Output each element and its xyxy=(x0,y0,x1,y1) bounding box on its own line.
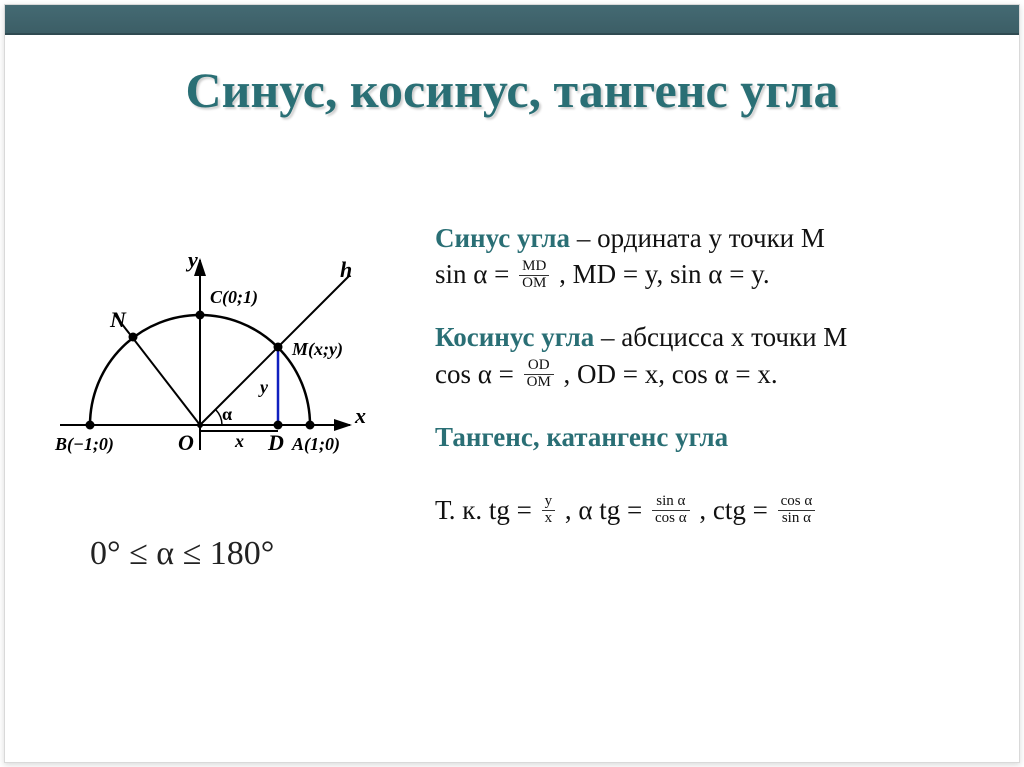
cos-frac-den: OM xyxy=(524,375,554,391)
sin-frac-num: MD xyxy=(519,259,549,276)
cos-definition: Косинус угла – абсцисса x точки М cos α … xyxy=(435,319,995,392)
svg-text:A(1;0): A(1;0) xyxy=(291,434,340,455)
svg-text:x: x xyxy=(354,403,366,428)
tan-mid: , α tg = xyxy=(565,495,649,525)
slide-title: Синус, косинус, тангенс угла xyxy=(5,60,1019,120)
svg-text:y: y xyxy=(185,247,198,272)
cos-fraction: OD OM xyxy=(524,358,554,391)
tan-definition: Тангенс, катангенс угла Т. к. tg = y x ,… xyxy=(435,419,995,529)
cos-eq-after: , OD = x, cos α = x. xyxy=(564,359,778,389)
tan-frac-2: sin α cos α xyxy=(652,494,690,527)
svg-text:α: α xyxy=(222,404,232,424)
sin-eq-after: , MD = y, sin α = y. xyxy=(559,259,770,289)
sin-term: Синус угла xyxy=(435,223,570,253)
tan-line-prefix: Т. к. tg = xyxy=(435,495,539,525)
sin-eq-prefix: sin α = xyxy=(435,259,516,289)
ctg-frac: cos α sin α xyxy=(778,494,816,527)
svg-text:N: N xyxy=(109,307,127,332)
cos-frac-num: OD xyxy=(524,358,554,375)
ctg-num: cos α xyxy=(778,494,816,511)
ctg-den: sin α xyxy=(778,511,816,527)
header-bar xyxy=(5,5,1019,35)
cos-term: Косинус угла xyxy=(435,322,594,352)
tan-f1-num: y xyxy=(542,494,556,511)
tan-term: Тангенс, катангенс угла xyxy=(435,422,728,452)
tan-mid2: , ctg = xyxy=(699,495,774,525)
tan-frac-1: y x xyxy=(542,494,556,527)
sin-fraction: MD OM xyxy=(519,259,549,292)
sin-rest: – ордината y точки М xyxy=(570,223,825,253)
svg-text:C(0;1): C(0;1) xyxy=(210,287,258,308)
cos-rest: – абсцисса x точки М xyxy=(594,322,847,352)
angle-range-text: 0° ≤ α ≤ 180° xyxy=(90,535,274,572)
tan-f1-den: x xyxy=(542,511,556,527)
angle-range: 0° ≤ α ≤ 180° xyxy=(90,535,274,573)
svg-text:B(−1;0): B(−1;0) xyxy=(54,434,114,455)
svg-text:h: h xyxy=(340,257,352,282)
sin-definition: Синус угла – ордината y точки М sin α = … xyxy=(435,220,995,293)
svg-text:M(x;y): M(x;y) xyxy=(291,339,343,360)
sin-frac-den: OM xyxy=(519,276,549,292)
tan-f2-num: sin α xyxy=(652,494,690,511)
svg-text:x: x xyxy=(234,431,244,451)
definitions-block: Синус угла – ордината y точки М sin α = … xyxy=(435,220,995,555)
svg-text:y: y xyxy=(258,377,269,397)
svg-text:O: O xyxy=(178,430,194,455)
unit-semicircle-diagram: xyA(1;0)B(−1;0)C(0;1)ODM(x;y)Nhαxy xyxy=(50,225,380,485)
tan-f2-den: cos α xyxy=(652,511,690,527)
cos-eq-prefix: cos α = xyxy=(435,359,521,389)
slide-frame: Синус, косинус, тангенс угла xyA(1;0)B(−… xyxy=(4,4,1020,763)
svg-text:D: D xyxy=(267,430,284,455)
title-text: Синус, косинус, тангенс угла xyxy=(186,62,839,118)
